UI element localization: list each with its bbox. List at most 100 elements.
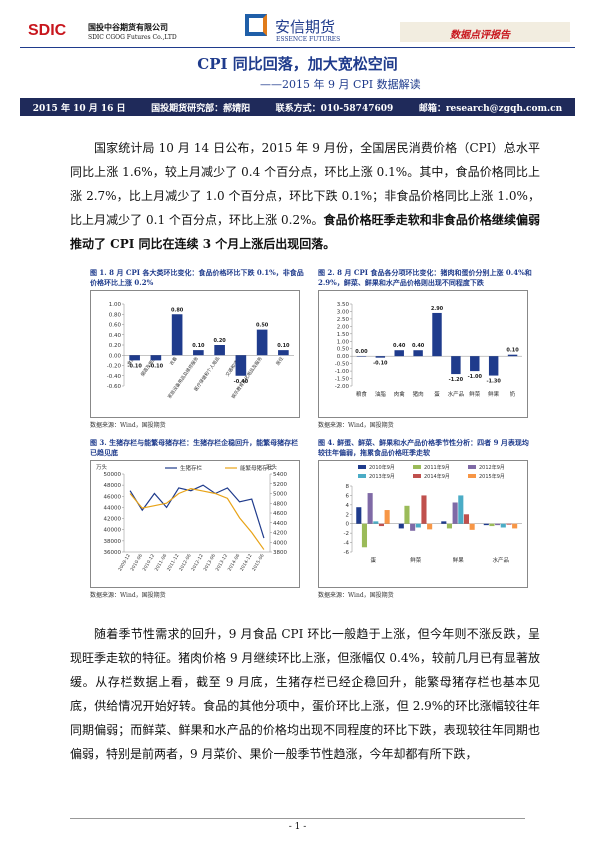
paragraph-bold: 食品价格旺季走软和非食品价格继续偏弱推动了 CPI 同比在连续 3 个月上涨后出… (70, 213, 540, 251)
tick-label: 0.60 (109, 323, 122, 329)
line (129, 484, 265, 539)
tick-label: 1.00 (109, 302, 122, 308)
bar (483, 523, 489, 526)
bar (506, 523, 512, 525)
legend-swatch (358, 465, 366, 469)
figure-caption: 图 2. 8 月 CPI 食品各分项环比变化：猪肉和蛋价分别上涨 0.4%和 2… (318, 268, 532, 287)
tick-label: 0 (346, 522, 350, 528)
tick-label: 40000 (104, 528, 122, 534)
tick-label: 2.00 (337, 324, 350, 330)
page-number: - 1 - (288, 822, 307, 832)
bar (398, 523, 404, 529)
x-tick-label: 水产品 (448, 390, 465, 398)
bar (469, 523, 475, 530)
value-label: -0.10 (373, 361, 388, 367)
value-label: 0.80 (171, 307, 184, 313)
bar (463, 514, 470, 524)
value-label: 0.40 (412, 343, 425, 349)
bar (432, 312, 442, 357)
chart-frame (318, 290, 528, 418)
legend-label: 2013年9月 (369, 473, 395, 480)
tick-label: 5400 (273, 472, 287, 478)
y2-axis-label: 万头 (266, 463, 278, 471)
bar (446, 523, 453, 529)
tick-label: -6 (344, 550, 350, 556)
bar (171, 314, 183, 356)
legend-label: 2010年9月 (369, 464, 395, 471)
bar (256, 329, 268, 356)
x-tick-label: 鲜果 (453, 556, 465, 564)
x-tick-label: 2015-06 (251, 553, 266, 572)
tick-label: 50000 (104, 472, 122, 478)
x-tick-label: 粮食 (356, 390, 368, 398)
x-tick-label: 衣着 (168, 355, 179, 367)
tick-label: 3.00 (337, 309, 350, 315)
tick-label: 46000 (104, 494, 122, 500)
x-tick-label: 鲜菜 (410, 556, 422, 564)
value-label: 0.10 (277, 343, 290, 349)
value-label: 0.00 (355, 349, 368, 355)
legend-label: 2014年9月 (424, 473, 450, 480)
figure-caption: 图 4. 鲜蛋、鲜菜、鲜果和水产品价格季节性分析：四者 9 月表现均较往年偏弱，… (318, 438, 529, 457)
tick-label: -2 (344, 531, 349, 537)
bar (458, 495, 464, 524)
tick-label: 0.00 (337, 354, 350, 360)
report-type: 数据点评报告 (450, 30, 510, 41)
bar (394, 350, 404, 357)
bar (489, 523, 495, 527)
tick-label: -2.00 (335, 384, 350, 390)
bar (367, 493, 373, 524)
bar (373, 521, 379, 524)
x-tick-label: 奶 (510, 390, 516, 398)
bar (404, 505, 410, 524)
legend-label: 2011年9月 (424, 464, 450, 471)
tick-label: 42000 (104, 517, 122, 523)
x-tick-label: 水产品 (492, 556, 509, 564)
figure-source: 数据来源：Wind，国投期货 (318, 422, 394, 429)
tick-label: 8 (346, 484, 350, 490)
contact: 联系方式：010-58747609 (275, 103, 394, 114)
paragraph: 国家统计局 10 月 14 日公布，2015 年 9 月份，全国居民消费价格（C… (70, 136, 540, 256)
bar (500, 523, 506, 528)
chart-frame (90, 290, 300, 418)
value-label: -1.00 (468, 374, 483, 380)
chart: 3.503.002.502.001.501.000.500.00-0.50-1.… (318, 290, 528, 418)
bar (375, 356, 386, 358)
tick-label: 4800 (273, 501, 287, 507)
author: 国投期货研究部：郝婧阳 (151, 103, 251, 114)
tick-label: 0.50 (337, 347, 350, 353)
subtitle: ——2015 年 9 月 CPI 数据解读 (260, 78, 421, 91)
tick-label: 1.00 (337, 339, 350, 345)
tick-label: 2 (346, 512, 350, 518)
date: 2015 年 10 月 16 日 (32, 103, 126, 114)
legend-swatch (358, 474, 366, 478)
legend-swatch (468, 474, 476, 478)
sdic-logo: SDIC (28, 22, 67, 39)
value-label: -0.10 (127, 363, 142, 369)
info-bar: 2015 年 10 月 16 日 国投期货研究部：郝婧阳 联系方式：010-5874… (20, 98, 575, 116)
tick-label: 1.50 (337, 332, 350, 338)
figure-caption: 图 3. 生猪存栏与能繁母猪存栏：生猪存栏企稳回升，能繁母猪存栏已趋见底 (90, 438, 299, 457)
y-axis-label: 万头 (96, 463, 108, 471)
tick-label: 4400 (273, 521, 287, 527)
x-tick-label: 油脂 (375, 390, 387, 398)
tick-label: 38000 (104, 539, 122, 545)
x-tick-label: 居住 (274, 355, 285, 367)
paragraph: 随着季节性需求的回升，9 月食品 CPI 环比一般趋于上涨，但今年则不涨反跌，呈… (70, 627, 540, 761)
tick-label: -0.60 (107, 384, 122, 390)
tick-label: 36000 (104, 550, 122, 556)
bar (470, 356, 480, 372)
bar (356, 356, 367, 357)
bar (495, 523, 501, 526)
chart-frame (318, 460, 528, 588)
header-rule (20, 47, 575, 48)
bar (214, 345, 225, 356)
bar (512, 523, 518, 529)
legend-label: 能繁母猪存栏 (240, 464, 274, 472)
x-tick-label: 鲜果 (488, 390, 500, 398)
legend-swatch (413, 465, 421, 469)
legend-swatch (468, 465, 476, 469)
figure-source: 数据来源：Wind，国投期货 (90, 422, 166, 429)
chart: -6 -4 -2 0 2 4 6 8 蛋 鲜菜 鲜果 水产品 2010年9月 2011年9月 2012年9月… (318, 460, 528, 588)
